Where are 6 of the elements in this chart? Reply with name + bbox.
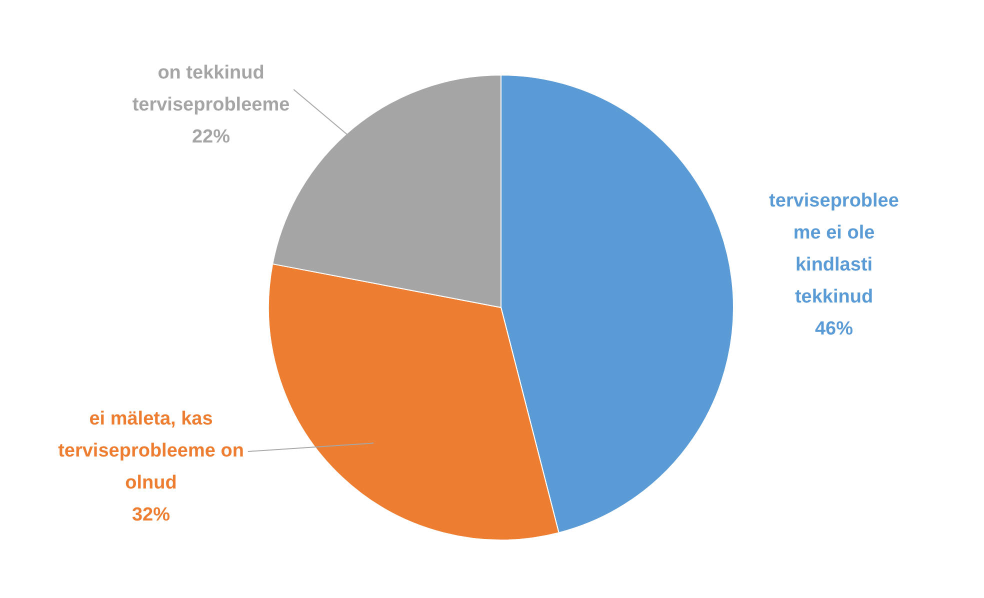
data-label: 46% [814, 318, 854, 340]
slice-label: on tekkinud terviseprobleeme [132, 62, 290, 116]
slice-label: terviseprobleeme ei ole kindlasti tekkinud [769, 190, 899, 308]
data-label: 22% [192, 126, 230, 148]
slice-label: ei mäleta, kas terviseprobleeme on olnud [58, 408, 244, 494]
data-label: 32% [132, 504, 170, 526]
